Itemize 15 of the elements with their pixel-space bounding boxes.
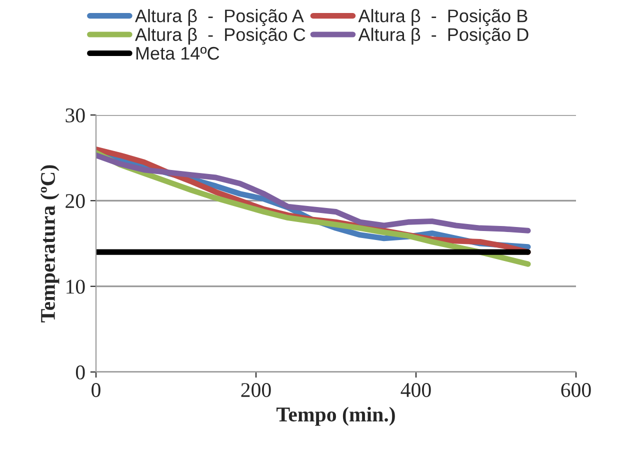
x-tick-label: 400	[400, 383, 431, 398]
x-tick-label: 0	[92, 383, 100, 398]
y-tick-label: 0	[76, 365, 85, 380]
legend-label: Altura β - Posição C	[134, 28, 306, 45]
legend-label: Altura β - Posição A	[134, 9, 304, 26]
legend-label: Altura β - Posição B	[358, 9, 528, 26]
legend-label: Altura β - Posição D	[358, 28, 528, 45]
x-axis-title: Tempo (min.)	[276, 406, 395, 426]
y-tick-label: 30	[66, 108, 85, 122]
x-tick-label: 200	[241, 383, 271, 398]
y-tick-label: 10	[66, 280, 85, 294]
y-tick-label: 20	[66, 194, 85, 208]
y-axis-title: Temperatura (ºC)	[40, 165, 60, 322]
legend-label: Meta 14ºC	[136, 46, 220, 60]
x-tick-label: 600	[561, 383, 591, 398]
